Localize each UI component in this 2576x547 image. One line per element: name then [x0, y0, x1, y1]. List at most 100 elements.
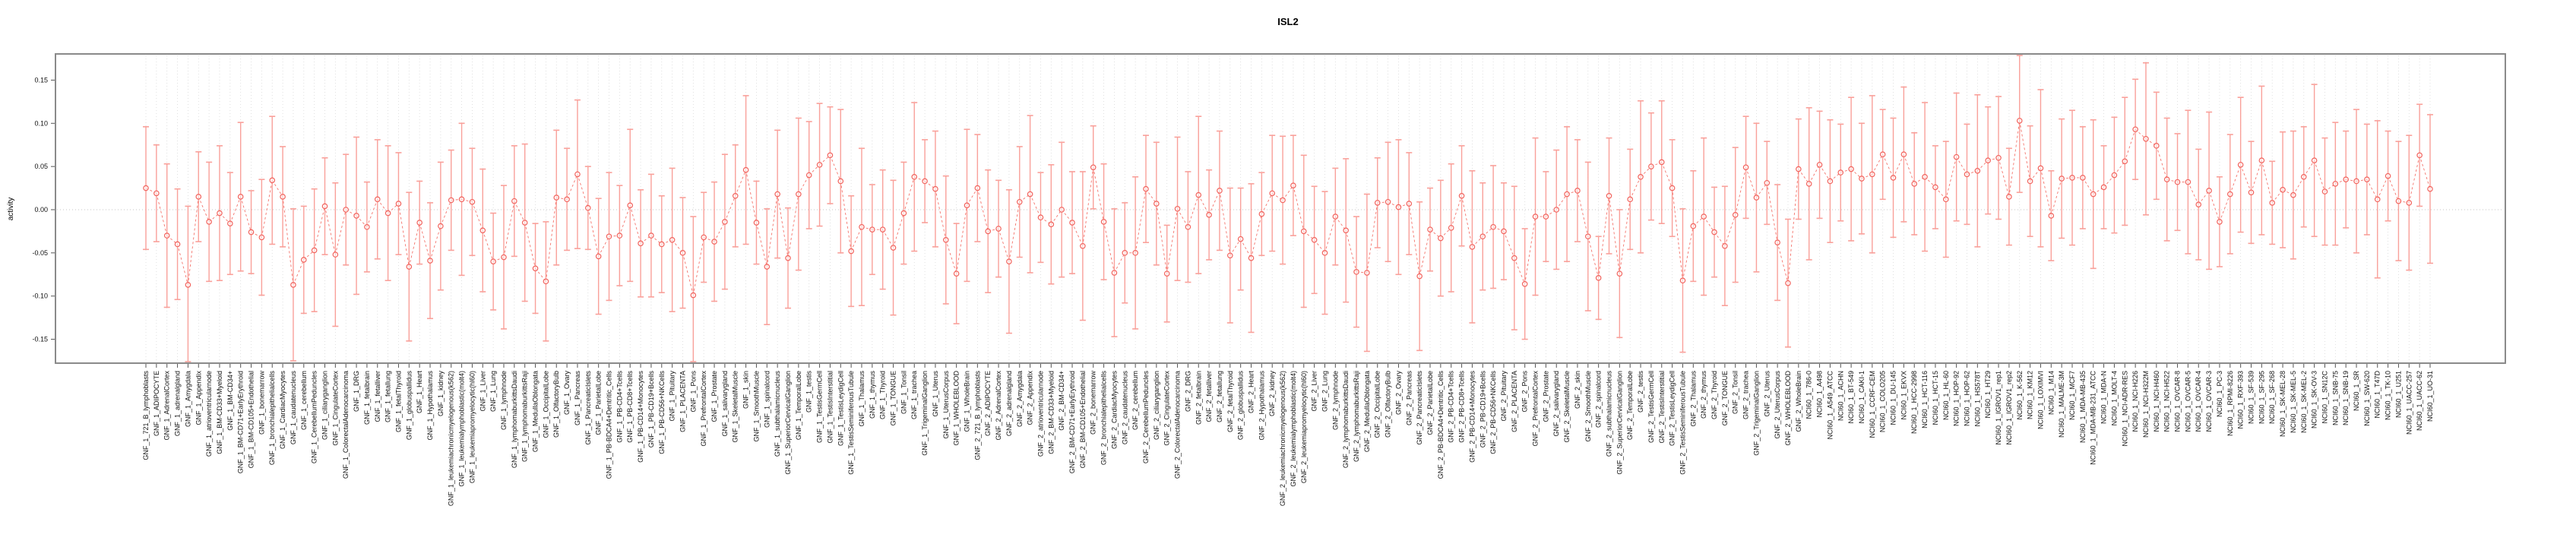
x-axis-label: GNF_2_TONGUE: [1721, 371, 1729, 425]
connector-segment: [2156, 145, 2168, 180]
x-axis-label: GNF_2_leukemiachronicmyelogenous(k562): [1279, 371, 1286, 506]
connector-segment: [482, 230, 494, 262]
x-axis-label: NCI60_1_HS578T: [1973, 371, 1981, 427]
x-axis-label: GNF_1_Pancreas: [574, 371, 581, 426]
data-point: [2069, 175, 2075, 181]
data-point: [2258, 157, 2265, 163]
connector-segment: [324, 206, 336, 255]
x-axis-label: GNF_2_bronchialepithelialcells: [1100, 371, 1108, 466]
data-point: [1501, 228, 1507, 235]
x-axis-label: GNF_2_Pancreas: [1405, 371, 1413, 426]
data-point: [1416, 273, 1422, 280]
x-axis-label: GNF_2_ParietalLobe: [1426, 371, 1434, 435]
x-axis-label: NCI60_1_T47D: [2374, 371, 2381, 419]
data-point: [1690, 223, 1697, 229]
x-axis-label: GNF_2_BM-CD105+Endothelial: [1079, 371, 1087, 468]
connector-segment: [514, 201, 526, 223]
data-point: [1964, 171, 1970, 178]
data-point: [1132, 250, 1138, 256]
x-axis-label: GNF_1_subthalamicnucleus: [774, 371, 781, 457]
data-point: [553, 194, 560, 201]
data-point: [816, 162, 823, 168]
data-point: [1974, 168, 1981, 174]
x-axis-label: GNF_2_Tonsil: [1732, 371, 1739, 414]
connector-segment: [1524, 217, 1536, 284]
data-point: [1469, 244, 1476, 250]
x-axis-label: GNF_2_PB-CD56+NKCells: [1489, 371, 1497, 454]
x-axis-label: GNF_2_Uterus: [1763, 371, 1771, 417]
data-point: [1722, 242, 1728, 249]
connector-segment: [1629, 176, 1641, 200]
data-point: [1869, 171, 1875, 178]
data-point: [1269, 190, 1276, 197]
data-point: [1364, 270, 1370, 276]
data-point: [1521, 280, 1528, 287]
data-point: [1195, 191, 1202, 198]
data-point: [2059, 175, 2065, 182]
x-axis-label: GNF_1_bronchialepithelialcells: [268, 371, 276, 466]
data-point: [606, 233, 612, 240]
x-axis-label: GNF_1_Lung: [489, 371, 497, 412]
data-point: [427, 258, 433, 264]
data-point: [1564, 191, 1570, 198]
x-axis-label: NCI60_1_DU-145: [1890, 371, 1897, 425]
error-bars: [143, 55, 2433, 362]
x-axis-label: NCI60_1_NCI-ADR-RES: [2121, 371, 2128, 447]
x-axis-label: GNF_2_caudatenucleus: [1121, 371, 1128, 445]
connector-segment: [745, 169, 757, 223]
data-point: [1100, 219, 1107, 225]
x-axis-label: GNF_2_thymus: [1700, 371, 1707, 419]
data-point: [648, 232, 654, 239]
data-point: [195, 194, 202, 200]
x-axis-label: GNF_2_TestisSeminiferousTubule: [1679, 371, 1686, 475]
data-point: [1911, 181, 1918, 187]
connector-segment: [1156, 203, 1168, 274]
x-axis-label: GNF_2_TestisGermCell: [1647, 371, 1655, 443]
data-point: [1163, 270, 1170, 277]
x-axis-label: GNF_2_PancreaticIslets: [1416, 371, 1423, 445]
connector-segment: [2251, 160, 2262, 193]
x-axis-label: GNF_2_Lung: [1321, 371, 1328, 412]
connector-segment: [976, 188, 989, 232]
connector-segment: [1766, 182, 1778, 243]
x-axis-label: GNF_1_MedullaOblongata: [532, 371, 540, 452]
data-point: [1595, 275, 1602, 281]
connector-segment: [798, 175, 810, 194]
data-point: [2185, 179, 2191, 185]
data-point: [1837, 169, 1844, 175]
data-point: [227, 220, 233, 226]
connector-segment: [1177, 208, 1188, 227]
data-point: [2248, 189, 2255, 196]
data-point: [2016, 118, 2023, 124]
x-axis-label: GNF_2_CardiacMyocytes: [1110, 371, 1118, 450]
connector-segment: [1619, 199, 1631, 274]
x-axis-label: NCI60_1_BT-549: [1847, 371, 1855, 424]
data-point: [1069, 220, 1075, 226]
x-axis-label: GNF_1_fetallung: [385, 371, 392, 422]
x-axis-label: GNF_1_lymphomaburkittsRaji: [521, 371, 529, 462]
connector-segment: [1777, 242, 1789, 283]
x-axis-label: NCI60_1_SK-MEL-2: [2300, 371, 2308, 433]
connector-segment: [1998, 157, 2010, 198]
x-axis-label: NCI60_1_SF-268: [2268, 371, 2276, 424]
data-point: [922, 178, 928, 185]
x-axis-label: GNF_2_SuperiorCervicalGanglion: [1616, 371, 1623, 475]
connector-segment: [2261, 160, 2273, 204]
connector-segment: [903, 176, 915, 213]
data-point: [2090, 191, 2097, 198]
x-axis-label: NCI60_1_UACC-62: [2416, 371, 2423, 431]
data-point: [343, 207, 349, 213]
x-axis-label: GNF_1_Amygdala: [184, 371, 191, 427]
x-axis-label: GNF_2_BM-CD71+EarlyErythroid: [1068, 371, 1076, 473]
x-axis-label: NCI60_1_CAKI-1: [1858, 371, 1866, 424]
data-point: [1427, 226, 1433, 232]
x-axis-label: GNF_1_leukemialymphoblastic(molt4): [458, 371, 466, 487]
connector-segment: [1461, 195, 1473, 247]
x-axis-label: NCI60_1_UO-31: [2426, 371, 2434, 422]
x-axis-label: GNF_2_bonemarrow: [1090, 371, 1097, 435]
connector-segment: [2124, 129, 2136, 162]
connector-segment: [2019, 120, 2031, 182]
data-point: [332, 251, 339, 258]
x-axis-label: GNF_2_UterusCorpus: [1774, 371, 1781, 439]
